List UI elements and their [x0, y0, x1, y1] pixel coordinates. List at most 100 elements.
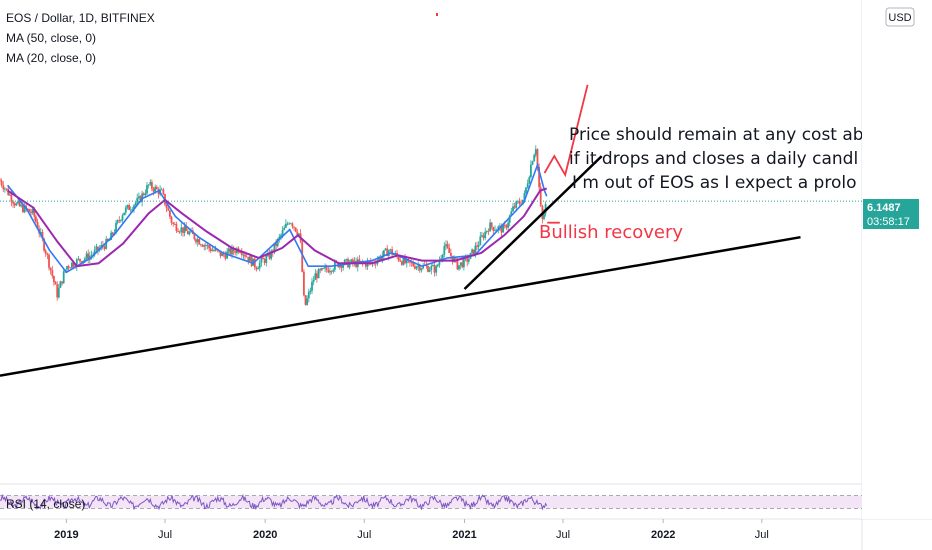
candle-body [249, 256, 251, 262]
annotation-line-2: if it drops and closes a daily candl [569, 149, 858, 169]
candle-body [311, 281, 313, 291]
candle-body [134, 202, 137, 206]
candle-body [265, 255, 268, 263]
candle-body [304, 295, 307, 305]
candle-body [193, 234, 196, 240]
candle-body [147, 184, 150, 186]
time-axis[interactable]: 2019 Jul 2020 Jul 2021 Jul 2022 Jul [54, 519, 769, 541]
candle-body [418, 265, 421, 271]
candle-body [512, 206, 514, 212]
candle-body [515, 201, 518, 208]
candle-body [507, 222, 509, 228]
candle-body [270, 250, 273, 259]
candle-body [289, 223, 292, 225]
candle-body [420, 268, 423, 271]
price-tag: 6.1487 03:58:17 [863, 199, 919, 229]
candle-body [46, 253, 49, 255]
candle-body [221, 252, 224, 257]
candle-body [126, 205, 129, 208]
candle-body [436, 264, 439, 267]
drawings-layer [0, 84, 801, 377]
candle-body [296, 231, 299, 235]
candle-body [317, 269, 320, 279]
currency-badge[interactable] [885, 7, 915, 27]
candle-body [528, 177, 531, 184]
trendline-short-support [463, 155, 603, 290]
candle-body [154, 186, 157, 192]
candle-body [12, 201, 14, 204]
candle-body [93, 249, 96, 255]
price-tag-box [863, 199, 919, 229]
time-tick-label: 2022 [651, 529, 675, 541]
symbol-title: EOS / Dollar, 1D, BITFINEX [6, 11, 155, 25]
candle-body [477, 245, 480, 247]
candle-body [471, 249, 473, 253]
candle-body [0, 180, 1, 182]
candle-body [231, 247, 233, 255]
candle-body [175, 224, 178, 231]
candle-body [523, 193, 526, 200]
candle-body [368, 261, 371, 263]
candle-body [84, 258, 86, 261]
bullish-recovery-label: Bullish recovery [539, 222, 683, 243]
candle-body [49, 267, 52, 270]
time-tick-label: 2020 [253, 529, 277, 541]
candle-body [430, 266, 433, 270]
rsi-line [0, 493, 548, 511]
candle-body [285, 223, 287, 228]
candle-body [492, 227, 495, 231]
candle-body [340, 264, 343, 268]
candle-body [152, 188, 155, 192]
candle-body [446, 244, 449, 248]
trendline-long-support [0, 235, 801, 377]
candle-body [136, 197, 139, 203]
candle-body [412, 262, 415, 266]
candle-body [234, 251, 237, 253]
candle-body [414, 266, 416, 269]
ma50-line [7, 187, 548, 268]
candle-body [17, 201, 19, 204]
candle-body [61, 281, 63, 284]
candle-body [118, 220, 121, 221]
candle-body [211, 250, 214, 252]
candle-body [23, 205, 26, 213]
candle-body [415, 266, 418, 269]
candle-body [448, 247, 451, 253]
rsi-layer [0, 493, 862, 511]
candle-body [433, 265, 436, 273]
candle-body [320, 268, 323, 271]
candle-body [20, 204, 23, 207]
time-tick-label: Jul [158, 529, 172, 541]
candle-body [322, 268, 325, 269]
candle-body [18, 201, 21, 207]
rsi-legend: RSI (14, close) [6, 497, 85, 511]
candle-body [288, 223, 290, 225]
candle-body [36, 222, 39, 229]
candle-body [57, 287, 60, 298]
candle-body [165, 204, 168, 209]
candle-body [479, 236, 482, 246]
candle-body [162, 189, 165, 194]
candle-body [185, 226, 188, 231]
candle-body [422, 265, 424, 269]
candle-body [427, 266, 429, 272]
candle-body [531, 161, 534, 165]
candle-body [87, 253, 90, 260]
candle-body [250, 256, 253, 266]
candle-body [278, 236, 281, 239]
candle-body [401, 261, 403, 265]
candle-body [365, 262, 367, 267]
candle-body [129, 209, 132, 211]
candle-body [39, 232, 42, 234]
candle-body [281, 230, 284, 235]
candle-body [404, 257, 406, 264]
candle-body [350, 259, 353, 263]
candle-body [482, 235, 485, 239]
candle-body [198, 239, 201, 245]
candle-body [80, 261, 83, 264]
candle-body [397, 256, 400, 261]
candle-body [343, 259, 346, 265]
candle-body [245, 256, 248, 258]
candle-body [536, 149, 539, 167]
